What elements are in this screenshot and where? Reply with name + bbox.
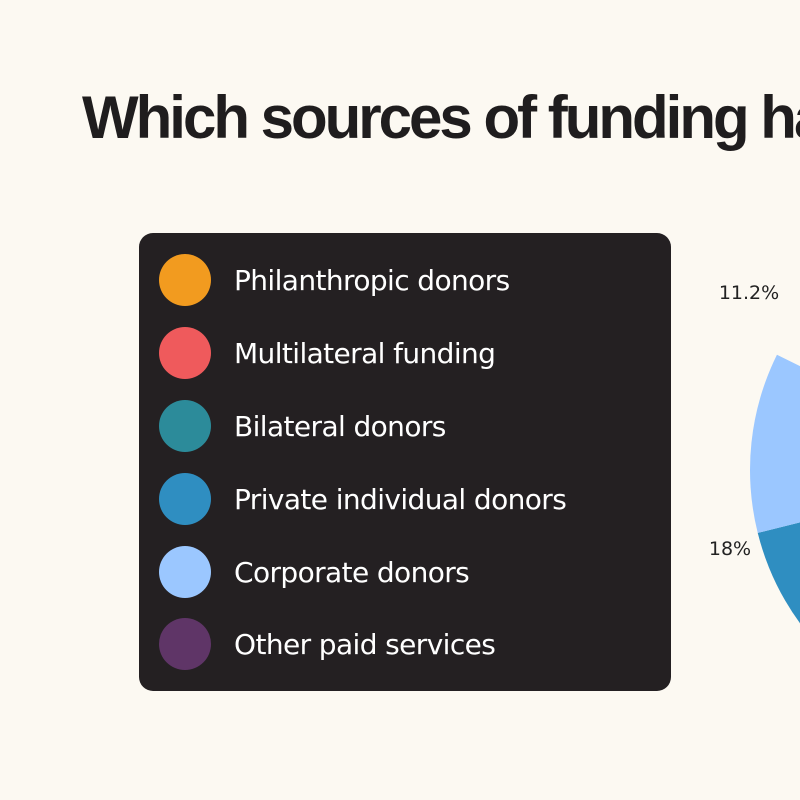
legend-label: Private individual donors [234, 482, 567, 516]
legend-swatch [159, 254, 211, 306]
legend-label: Philanthropic donors [234, 263, 510, 297]
legend-item-multilateral-funding: Multilateral funding [159, 326, 496, 380]
pie-slice-corporate-donors [750, 354, 800, 533]
legend-swatch [159, 400, 211, 452]
legend-swatch [159, 327, 211, 379]
legend-item-other-paid-services: Other paid services [159, 617, 496, 671]
chart-title: Which sources of funding ha [82, 84, 800, 151]
slice-label-corporate-donors: 11.2% [719, 282, 779, 304]
slice-label-private-individual-donors: 18% [709, 538, 751, 560]
chart-legend: Philanthropic donors Multilateral fundin… [139, 233, 671, 691]
legend-swatch [159, 618, 211, 670]
legend-item-corporate-donors: Corporate donors [159, 545, 470, 599]
legend-label: Other paid services [234, 627, 496, 661]
legend-item-philanthropic-donors: Philanthropic donors [159, 253, 510, 307]
legend-swatch [159, 473, 211, 525]
legend-item-bilateral-donors: Bilateral donors [159, 399, 446, 453]
legend-label: Multilateral funding [234, 336, 496, 370]
legend-swatch [159, 546, 211, 598]
legend-label: Bilateral donors [234, 409, 446, 443]
legend-item-private-individual-donors: Private individual donors [159, 472, 567, 526]
pie-slice-private-individual-donors [757, 522, 800, 624]
legend-label: Corporate donors [234, 555, 470, 589]
